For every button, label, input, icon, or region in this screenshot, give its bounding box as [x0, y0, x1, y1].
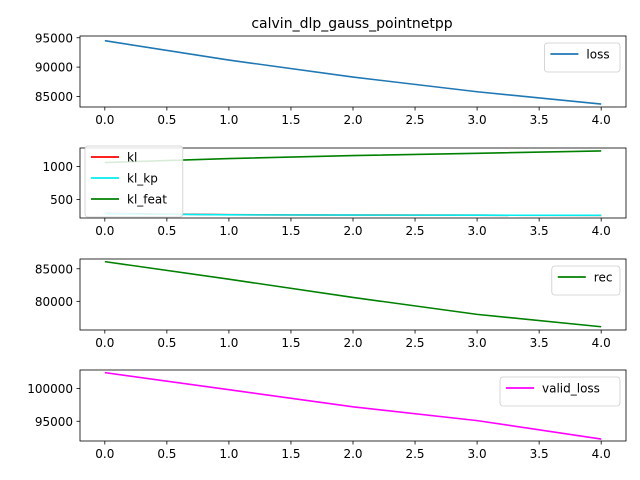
x-tick-label: 0.0: [95, 336, 114, 350]
x-tick-label: 1.5: [281, 447, 300, 461]
x-tick-label: 3.0: [468, 113, 487, 127]
x-tick-label: 2.5: [405, 224, 424, 238]
legend: rec: [551, 265, 621, 296]
legend-box: [499, 376, 621, 407]
x-tick-label: 1.0: [219, 336, 238, 350]
x-tick-label: 2.5: [405, 336, 424, 350]
legend-label-kl: kl: [127, 151, 137, 165]
legend-label-loss: loss: [586, 48, 609, 62]
x-tick-label: 4.0: [592, 447, 611, 461]
y-tick-label: 85000: [35, 262, 73, 276]
x-tick-label: 3.5: [530, 224, 549, 238]
x-tick-label: 0.5: [157, 224, 176, 238]
x-tick-label: 4.0: [592, 336, 611, 350]
x-tick-label: 2.0: [343, 113, 362, 127]
x-tick-label: 1.5: [281, 224, 300, 238]
subplot-3: 0.0 0.5 1.0 1.5 2.0 2.5 3.0 3.5 4.0 85000 80000 rec: [35, 258, 627, 350]
series-line-kl_kp: [104, 212, 602, 217]
x-tick-label: 3.5: [530, 336, 549, 350]
legend-label-rec: rec: [594, 271, 613, 285]
y-tick-label: 95000: [35, 31, 73, 45]
x-tick-label: 0.5: [157, 336, 176, 350]
legend: valid_loss: [499, 376, 621, 407]
y-tick-label: 100000: [27, 382, 73, 396]
x-tick-label: 0.0: [95, 113, 114, 127]
y-tick-label: 90000: [35, 61, 73, 75]
y-tick-label: 500: [50, 193, 73, 207]
x-tick-label: 0.0: [95, 447, 114, 461]
x-tick-label: 3.5: [530, 113, 549, 127]
figure-title: calvin_dlp_gauss_pointnetpp: [251, 16, 452, 32]
legend-box: [544, 42, 621, 73]
legend: loss: [544, 42, 621, 73]
x-tick-label: 3.0: [468, 447, 487, 461]
series-line-loss: [104, 39, 602, 105]
x-tick-label: 1.0: [219, 447, 238, 461]
x-tick-label: 2.0: [343, 336, 362, 350]
x-tick-label: 0.5: [157, 113, 176, 127]
x-tick-label: 1.0: [219, 224, 238, 238]
legend-label-kl_kp: kl_kp: [127, 172, 158, 186]
y-tick-label: 80000: [35, 295, 73, 309]
x-tick-label: 1.5: [281, 336, 300, 350]
series-line-kl_feat: [104, 150, 602, 164]
y-tick-label: 85000: [35, 90, 73, 104]
x-tick-label: 2.5: [405, 447, 424, 461]
x-tick-label: 0.0: [95, 224, 114, 238]
x-tick-label: 3.5: [530, 447, 549, 461]
y-tick-label: 95000: [35, 415, 73, 429]
x-tick-label: 4.0: [592, 113, 611, 127]
legend-label-kl_feat: kl_feat: [127, 193, 167, 207]
subplots: 0.0 0.5 1.0 1.5 2.0 2.5 3.0 3.5 4.0 95000 90000 850…: [27, 31, 627, 461]
series-line-rec: [104, 260, 602, 328]
x-tick-label: 0.5: [157, 447, 176, 461]
subplot-4: 0.0 0.5 1.0 1.5 2.0 2.5 3.0 3.5 4.0 100000 95000 va…: [27, 369, 627, 461]
x-tick-label: 4.0: [592, 224, 611, 238]
legend: kl kl_kp kl_feat: [84, 145, 184, 218]
x-tick-label: 3.0: [468, 336, 487, 350]
subplot-2: 0.0 0.5 1.0 1.5 2.0 2.5 3.0 3.5 4.0 1000 500 kl kl_k…: [42, 145, 627, 238]
x-tick-label: 3.0: [468, 224, 487, 238]
x-tick-label: 1.5: [281, 113, 300, 127]
legend-label-valid_loss: valid_loss: [542, 382, 600, 396]
x-tick-label: 2.0: [343, 447, 362, 461]
x-tick-label: 2.0: [343, 224, 362, 238]
series-line-valid_loss: [104, 371, 602, 440]
legend-box: [551, 265, 621, 296]
subplot-1: 0.0 0.5 1.0 1.5 2.0 2.5 3.0 3.5 4.0 95000 90000 850…: [35, 31, 627, 127]
y-tick-label: 1000: [42, 160, 73, 174]
x-tick-label: 1.0: [219, 113, 238, 127]
x-tick-label: 2.5: [405, 113, 424, 127]
